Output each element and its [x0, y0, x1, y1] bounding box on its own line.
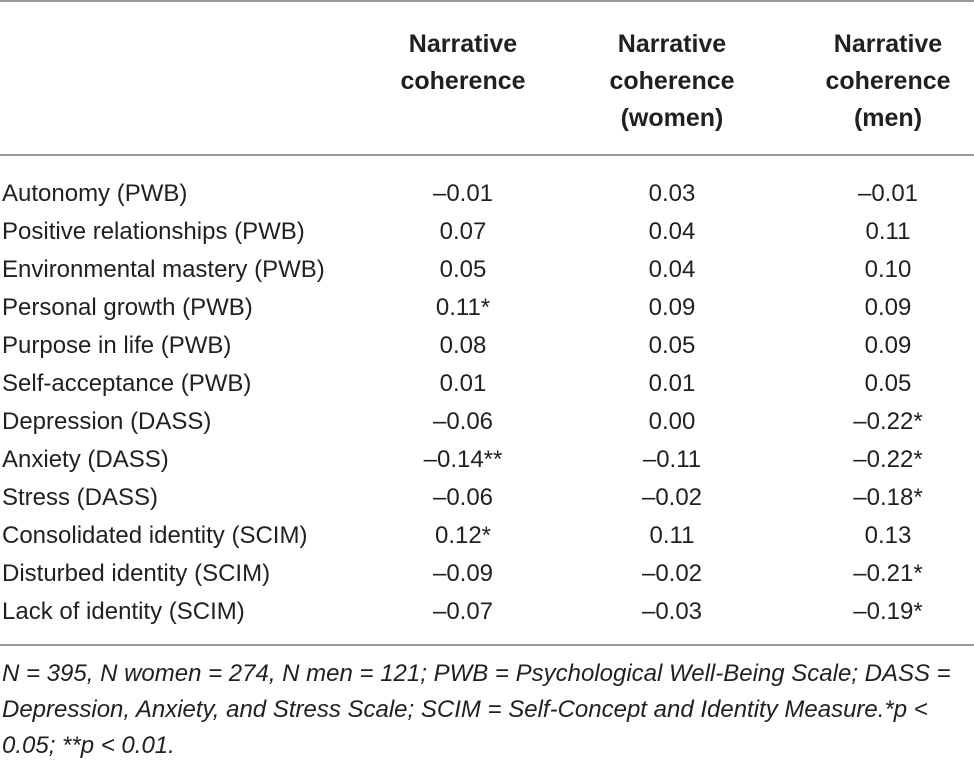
cell-coherence-women: –0.02 — [641, 560, 703, 587]
row-label: Stress (DASS) — [2, 484, 159, 511]
cell-coherence: –0.07 — [432, 598, 494, 625]
row-label: Self-acceptance (PWB) — [2, 370, 252, 397]
cell-coherence-men: –0.22* — [853, 408, 923, 435]
header-line: (men) — [853, 104, 923, 132]
header-line: (women) — [620, 104, 724, 132]
header-line: Narrative — [833, 30, 943, 58]
cell-coherence-women: –0.11 — [642, 446, 702, 473]
table-row: Purpose in life (PWB) 0.08 0.05 0.09 — [0, 327, 974, 365]
table-row: Depression (DASS) –0.06 0.00 –0.22* — [0, 403, 974, 441]
cell-coherence-men: –0.18* — [853, 484, 923, 511]
cell-coherence-men: 0.09 — [864, 294, 912, 321]
cell-coherence-men: –0.19* — [853, 598, 923, 625]
cell-coherence: –0.14** — [423, 446, 503, 473]
cell-coherence-women: 0.11 — [649, 522, 695, 549]
cell-coherence-women: –0.03 — [641, 598, 703, 625]
cell-coherence-women: 0.09 — [648, 294, 696, 321]
header-row: Narrative coherence Narrative coherence … — [0, 26, 974, 146]
cell-coherence: 0.01 — [439, 370, 487, 397]
table-footnote: N = 395, N women = 274, N men = 121; PWB… — [2, 660, 951, 759]
cell-coherence-men: 0.13 — [864, 522, 912, 549]
cell-coherence: –0.09 — [432, 560, 494, 587]
row-label: Autonomy (PWB) — [2, 180, 188, 207]
cell-coherence: 0.08 — [439, 332, 487, 359]
cell-coherence-women: 0.04 — [648, 256, 696, 283]
cell-coherence: 0.11* — [435, 294, 491, 321]
header-line: Narrative — [617, 30, 727, 58]
row-label: Lack of identity (SCIM) — [2, 598, 245, 625]
row-label: Consolidated identity (SCIM) — [2, 522, 308, 549]
table-row: Environmental mastery (PWB) 0.05 0.04 0.… — [0, 251, 974, 289]
cell-coherence-men: –0.21* — [853, 560, 923, 587]
table-row: Autonomy (PWB) –0.01 0.03 –0.01 — [0, 175, 974, 213]
row-label: Environmental mastery (PWB) — [2, 256, 325, 283]
cell-coherence: 0.07 — [439, 218, 487, 245]
header-line: coherence — [825, 67, 951, 95]
cell-coherence-men: –0.22* — [853, 446, 923, 473]
header-line: Narrative — [408, 30, 518, 58]
cell-coherence: 0.12* — [434, 522, 492, 549]
row-label: Depression (DASS) — [2, 408, 212, 435]
cell-coherence: 0.05 — [439, 256, 487, 283]
table-row: Self-acceptance (PWB) 0.01 0.01 0.05 — [0, 365, 974, 403]
cell-coherence-men: 0.05 — [864, 370, 912, 397]
cell-coherence-men: –0.01 — [857, 180, 919, 207]
table-row: Stress (DASS) –0.06 –0.02 –0.18* — [0, 479, 974, 517]
table-row: Positive relationships (PWB) 0.07 0.04 0… — [0, 213, 974, 251]
cell-coherence-women: 0.05 — [648, 332, 696, 359]
top-rule — [0, 0, 974, 2]
row-label: Anxiety (DASS) — [2, 446, 169, 473]
cell-coherence-women: 0.04 — [648, 218, 696, 245]
cell-coherence-men: 0.09 — [864, 332, 912, 359]
cell-coherence-women: –0.02 — [641, 484, 703, 511]
cell-coherence-men: 0.11 — [865, 218, 911, 245]
table-row: Anxiety (DASS) –0.14** –0.11 –0.22* — [0, 441, 974, 479]
bottom-rule — [0, 644, 974, 646]
header-narrative-coherence-men: Narrative coherence (men) — [788, 26, 974, 137]
header-rule — [0, 154, 974, 156]
row-label: Purpose in life (PWB) — [2, 332, 232, 359]
table-row: Consolidated identity (SCIM) 0.12* 0.11 … — [0, 517, 974, 555]
header-narrative-coherence: Narrative coherence — [363, 26, 563, 100]
row-label: Personal growth (PWB) — [2, 294, 253, 321]
table-row: Personal growth (PWB) 0.11* 0.09 0.09 — [0, 289, 974, 327]
table-row: Disturbed identity (SCIM) –0.09 –0.02 –0… — [0, 555, 974, 593]
cell-coherence-men: 0.10 — [864, 256, 912, 283]
row-label: Positive relationships (PWB) — [2, 218, 305, 245]
row-label: Disturbed identity (SCIM) — [2, 560, 271, 587]
cell-coherence: –0.06 — [432, 484, 494, 511]
cell-coherence-women: 0.00 — [648, 408, 696, 435]
table-row: Lack of identity (SCIM) –0.07 –0.03 –0.1… — [0, 593, 974, 631]
cell-coherence: –0.06 — [432, 408, 494, 435]
header-line: coherence — [400, 67, 526, 95]
cell-coherence-women: 0.03 — [648, 180, 696, 207]
header-line: coherence — [609, 67, 735, 95]
table-body: Autonomy (PWB) –0.01 0.03 –0.01 Positive… — [0, 175, 974, 631]
header-narrative-coherence-women: Narrative coherence (women) — [572, 26, 772, 137]
cell-coherence-women: 0.01 — [648, 370, 696, 397]
cell-coherence: –0.01 — [432, 180, 494, 207]
